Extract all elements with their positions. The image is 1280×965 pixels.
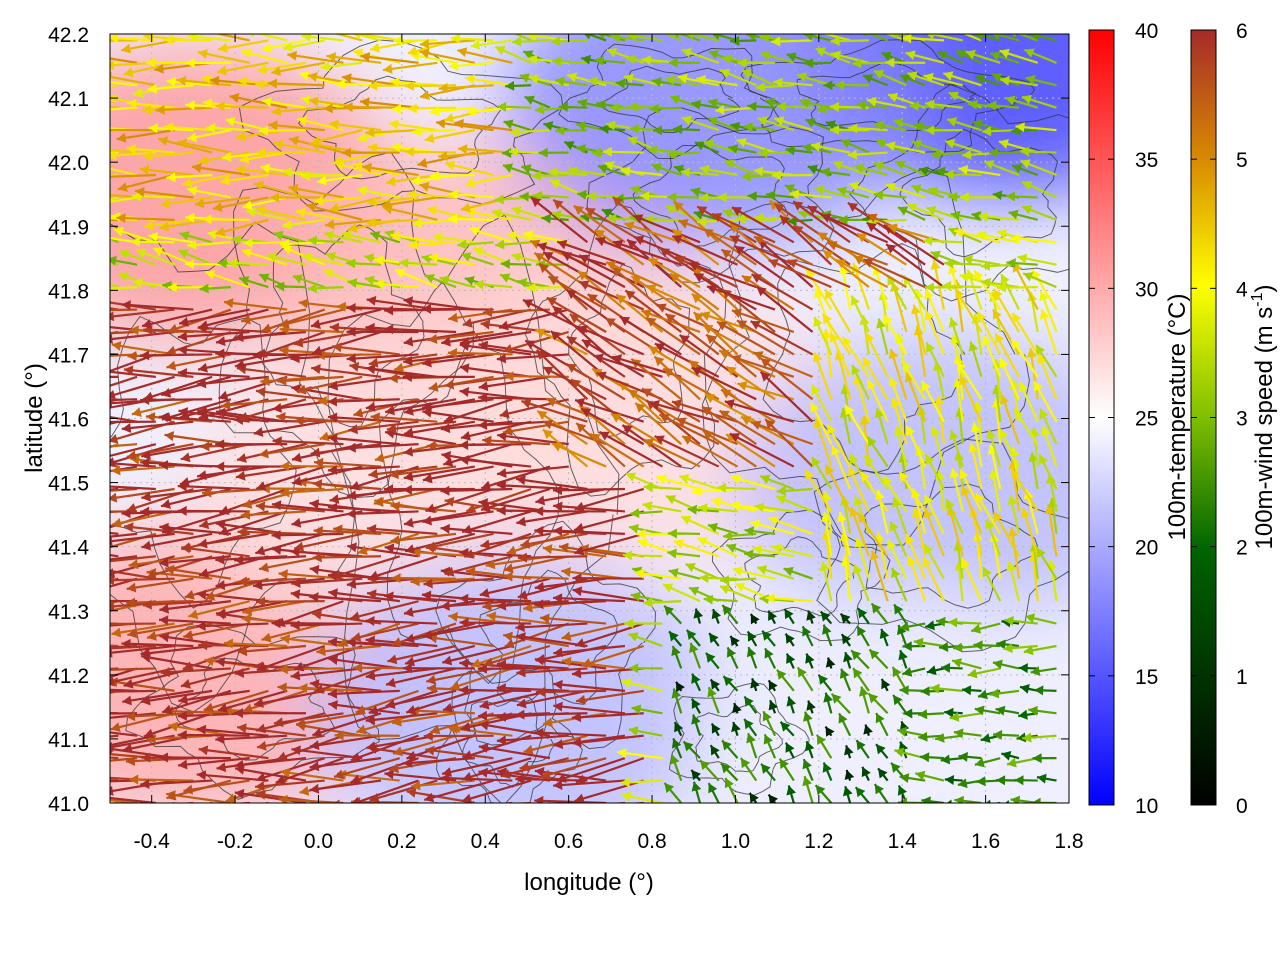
- colorbar-tick-label: 5: [1236, 149, 1248, 172]
- wind-vector: [46, 706, 118, 716]
- plot-area: [0, 0, 1216, 889]
- colorbar-tick-label: 15: [1135, 666, 1158, 689]
- y-tick-label: 41.0: [48, 793, 89, 816]
- wind-speed-colorbar: 0 1 2 3 4 5 6 100m-wind speed (m s-1): [1191, 20, 1278, 818]
- wind-label-main: 100m-wind speed (m s: [1251, 307, 1278, 550]
- wind-vector: [58, 444, 118, 467]
- colorbar-tick-label: 6: [1236, 20, 1248, 43]
- x-tick-label: 0.8: [637, 830, 666, 853]
- wind-vector: [142, 803, 212, 822]
- x-tick-label: 0.0: [304, 830, 333, 853]
- colorbar-tick-label: 1: [1236, 666, 1248, 689]
- colorbar-tick-label: 30: [1135, 278, 1158, 301]
- wind-vector: [520, 803, 588, 825]
- colorbar-tick-label: 4: [1236, 278, 1248, 301]
- y-tick-label: 41.2: [48, 665, 89, 688]
- wind-vector: [110, 803, 175, 822]
- y-tick-label: 42.2: [48, 24, 89, 47]
- wind-label-end: ): [1251, 285, 1278, 293]
- y-tick-label: 41.1: [48, 729, 89, 752]
- wind-vector: [391, 803, 457, 823]
- temperature-colorbar: 10 15 20 25 30 35 40 100m-temperature (°C): [1089, 20, 1191, 818]
- wind-vector: [296, 803, 362, 818]
- wind-vector: [128, 802, 194, 812]
- wind-vector: [47, 511, 119, 521]
- wind-vector: [178, 802, 250, 812]
- colorbar-tick-label: 2: [1236, 537, 1248, 560]
- y-tick-label: 42.0: [48, 152, 89, 175]
- x-tick-label: 1.4: [888, 830, 918, 853]
- wind-label-superscript: -1: [1249, 292, 1266, 306]
- wind-vector: [46, 372, 118, 382]
- y-tick-label: 42.1: [48, 88, 89, 111]
- colorbar-tick-label: 10: [1135, 795, 1158, 818]
- x-axis-label: longitude (°): [524, 869, 654, 896]
- y-tick-label: 41.8: [48, 280, 89, 303]
- y-tick-label: 41.5: [48, 473, 89, 496]
- colorbar-tick-label: 20: [1135, 537, 1158, 560]
- y-tick-label: 41.3: [48, 601, 89, 624]
- wind-vector: [49, 579, 118, 600]
- wind-vector: [198, 803, 268, 820]
- x-tick-label: -0.2: [217, 830, 253, 853]
- colorbar-tick-label: 3: [1236, 408, 1248, 431]
- x-tick-label: 1.8: [1054, 830, 1083, 853]
- temperature-colorbar-label: 100m-temperature (°C): [1164, 293, 1191, 540]
- wind-vector: [55, 691, 118, 710]
- wind-vector: [557, 802, 625, 812]
- wind-vector: [481, 803, 550, 826]
- y-axis-label: latitude (°): [21, 363, 48, 473]
- colorbar-tick-label: 35: [1135, 149, 1158, 172]
- x-tick-label: 0.6: [554, 830, 583, 853]
- wind-vector: [504, 803, 569, 819]
- y-tick-label: 41.4: [48, 537, 89, 560]
- x-tick-label: 0.2: [387, 830, 416, 853]
- wind-vector: [52, 452, 118, 467]
- colorbar-tick-label: 0: [1236, 795, 1248, 818]
- wind-vector: [424, 803, 493, 825]
- x-tick-label: 1.0: [721, 830, 750, 853]
- wind-vector: [51, 638, 118, 648]
- wind-vector: [46, 773, 118, 783]
- y-tick-label: 41.6: [48, 409, 89, 432]
- x-tick-label: -0.4: [134, 830, 171, 853]
- y-tick-label: 41.9: [48, 216, 89, 239]
- x-tick-label: 1.2: [804, 830, 833, 853]
- colorbar-tick-label: 40: [1135, 20, 1158, 43]
- x-tick-label: 1.6: [971, 830, 1000, 853]
- colorbar-tick-label: 25: [1135, 408, 1158, 431]
- wind-vector: [309, 802, 381, 812]
- x-tick-label: 0.4: [471, 830, 501, 853]
- y-tick-label: 41.7: [48, 344, 89, 367]
- wind-vector: [47, 522, 119, 534]
- wind-vector: [370, 803, 437, 820]
- wind-vector: [572, 802, 644, 812]
- wind-vector: [216, 803, 288, 815]
- wind-speed-colorbar-label: 100m-wind speed (m s-1): [1249, 285, 1278, 550]
- wind-vector: [442, 803, 512, 814]
